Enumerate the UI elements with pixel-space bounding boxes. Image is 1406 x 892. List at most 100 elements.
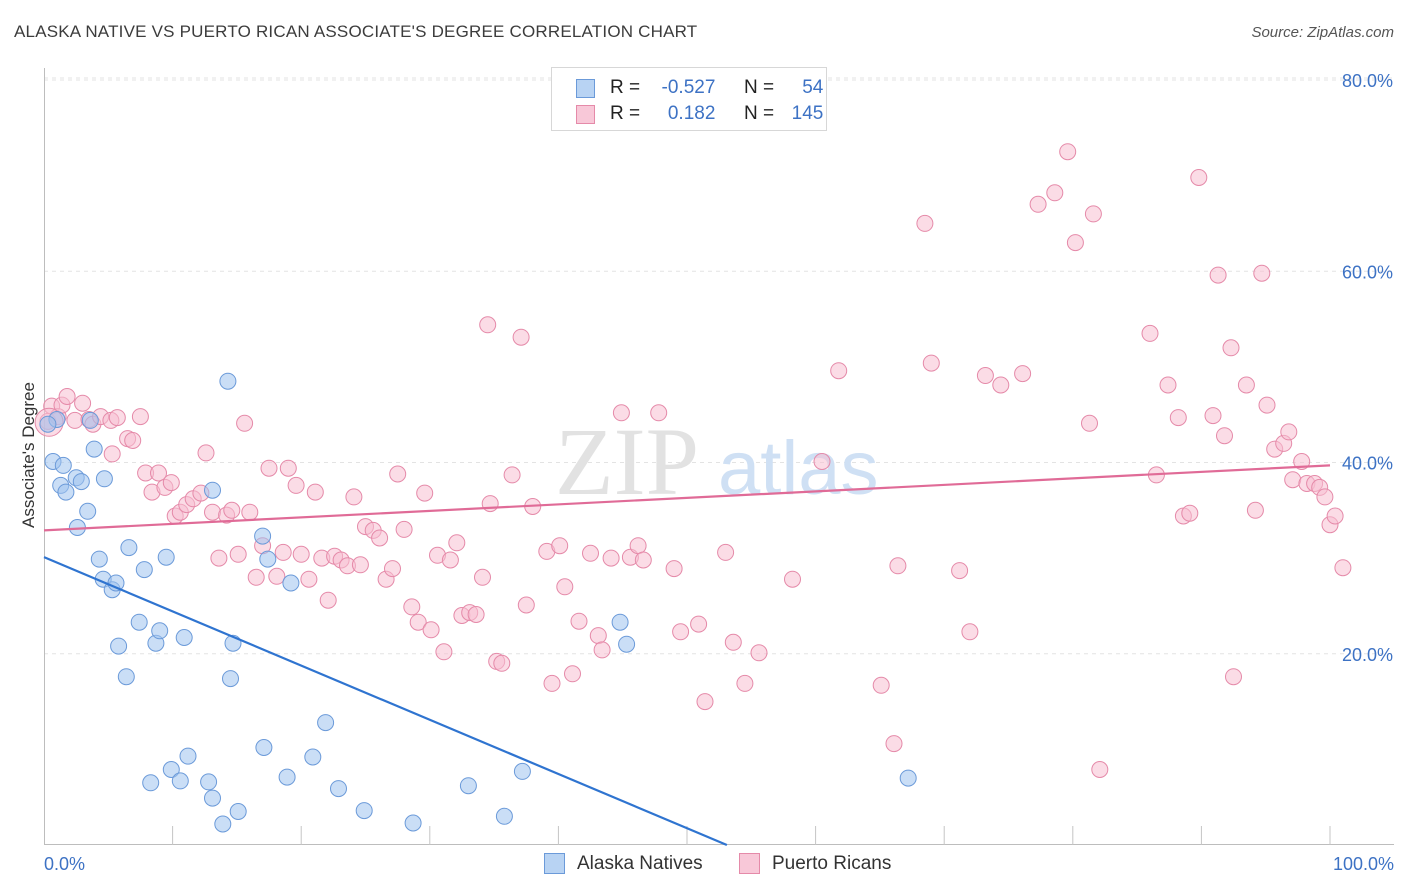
data-point-alaska-natives	[72, 473, 90, 491]
data-point-puerto-ricans	[602, 549, 620, 567]
legend-label: Puerto Ricans	[772, 853, 892, 874]
series-alaska-natives	[39, 372, 917, 833]
data-point-puerto-ricans	[1066, 234, 1084, 252]
data-point-puerto-ricans	[1029, 195, 1047, 213]
legend-r-value: -0.527	[661, 77, 716, 98]
data-point-puerto-ricans	[1141, 324, 1159, 342]
data-point-puerto-ricans	[1258, 396, 1276, 414]
data-point-puerto-ricans	[672, 623, 690, 641]
data-point-alaska-natives	[214, 815, 232, 833]
watermark-zip: ZIP	[555, 408, 699, 515]
data-point-puerto-ricans	[665, 560, 683, 578]
y-axis-title: Associate's Degree	[19, 382, 38, 528]
data-point-alaska-natives	[57, 483, 75, 501]
data-point-puerto-ricans	[1181, 504, 1199, 522]
data-point-puerto-ricans	[885, 735, 903, 753]
data-point-puerto-ricans	[1081, 414, 1098, 432]
data-point-puerto-ricans	[1190, 169, 1208, 186]
data-point-puerto-ricans	[543, 674, 561, 692]
data-point-puerto-ricans	[1204, 407, 1222, 425]
data-point-puerto-ricans	[1280, 423, 1298, 441]
data-point-puerto-ricans	[409, 613, 427, 631]
data-point-alaska-natives	[222, 670, 239, 688]
data-point-alaska-natives	[317, 714, 335, 732]
data-point-puerto-ricans	[813, 453, 831, 470]
legend-n-label: N =	[743, 103, 775, 124]
data-point-alaska-natives	[513, 762, 531, 780]
data-point-alaska-natives	[54, 456, 72, 474]
data-point-puerto-ricans	[582, 544, 599, 562]
data-point-puerto-ricans	[992, 376, 1010, 394]
data-point-puerto-ricans	[1334, 559, 1352, 577]
data-point-alaska-natives	[404, 814, 422, 832]
data-point-alaska-natives	[204, 481, 221, 499]
legend-swatch-alaska-natives	[576, 79, 595, 98]
data-point-puerto-ricans	[634, 551, 652, 569]
data-point-alaska-natives	[899, 769, 917, 787]
data-point-puerto-ricans	[204, 503, 221, 521]
legend-swatch	[739, 853, 760, 874]
data-point-puerto-ricans	[1159, 376, 1177, 394]
data-point-alaska-natives	[259, 550, 277, 568]
data-point-puerto-ricans	[551, 537, 569, 555]
data-point-alaska-natives	[495, 807, 513, 825]
legend-r-label: R =	[610, 77, 641, 98]
data-point-puerto-ricans	[830, 362, 848, 380]
data-point-puerto-ricans	[889, 557, 907, 575]
data-point-alaska-natives	[151, 622, 169, 640]
data-point-alaska-natives	[117, 668, 135, 686]
data-point-alaska-natives	[171, 772, 189, 790]
data-point-puerto-ricans	[724, 633, 742, 651]
data-point-alaska-natives	[304, 748, 322, 766]
correlation-legend: R = -0.527 N = 54 R = 0.182 N = 145	[551, 67, 827, 131]
data-point-puerto-ricans	[306, 483, 324, 501]
data-point-puerto-ricans	[612, 404, 630, 422]
data-point-alaska-natives	[130, 613, 148, 631]
x-ticks	[172, 826, 1331, 845]
data-point-puerto-ricans	[274, 543, 292, 561]
data-point-puerto-ricans	[1091, 761, 1109, 778]
data-point-alaska-natives	[459, 777, 477, 795]
data-point-alaska-natives	[120, 539, 138, 557]
data-point-puerto-ricans	[696, 693, 714, 711]
data-point-puerto-ricans	[1237, 376, 1255, 394]
data-point-puerto-ricans	[223, 501, 241, 519]
data-point-alaska-natives	[229, 803, 247, 820]
data-point-puerto-ricans	[416, 484, 434, 502]
data-point-puerto-ricans	[74, 394, 92, 412]
data-point-puerto-ricans	[150, 464, 167, 482]
data-point-alaska-natives	[611, 613, 629, 631]
data-point-puerto-ricans	[750, 644, 768, 662]
data-point-alaska-natives	[81, 411, 99, 429]
data-point-puerto-ricans	[300, 570, 318, 588]
data-point-puerto-ricans	[351, 556, 369, 574]
data-point-puerto-ricans	[66, 411, 84, 429]
data-point-puerto-ricans	[345, 488, 363, 506]
data-point-puerto-ricans	[1209, 266, 1227, 284]
trend-lines	[43, 464, 1331, 847]
data-point-puerto-ricans	[229, 545, 247, 563]
legend-n-value: 54	[802, 77, 824, 98]
legend-r-value: 0.182	[667, 103, 716, 124]
data-point-puerto-ricans	[736, 674, 754, 692]
data-point-puerto-ricans	[629, 537, 647, 555]
data-point-puerto-ricans	[108, 409, 126, 427]
data-point-puerto-ricans	[872, 676, 890, 694]
series-legend: Alaska Natives Puerto Ricans	[0, 850, 1406, 878]
data-point-puerto-ricans	[564, 665, 581, 683]
data-point-puerto-ricans	[124, 432, 142, 449]
data-point-alaska-natives	[254, 527, 272, 545]
data-point-puerto-ricans	[389, 465, 407, 483]
y-tick-labels: 20.0% 40.0% 60.0% 80.0%	[1342, 71, 1393, 665]
y-tick-label: 60.0%	[1342, 262, 1393, 282]
data-point-puerto-ricans	[247, 568, 265, 586]
data-point-puerto-ricans	[1326, 507, 1344, 525]
data-point-alaska-natives	[95, 470, 113, 488]
data-point-puerto-ricans	[479, 316, 497, 334]
data-point-puerto-ricans	[1284, 471, 1302, 489]
data-point-puerto-ricans	[951, 562, 969, 580]
data-point-puerto-ricans	[922, 354, 940, 372]
data-point-puerto-ricans	[517, 596, 535, 614]
data-point-puerto-ricans	[319, 591, 337, 609]
data-point-alaska-natives	[255, 739, 273, 756]
